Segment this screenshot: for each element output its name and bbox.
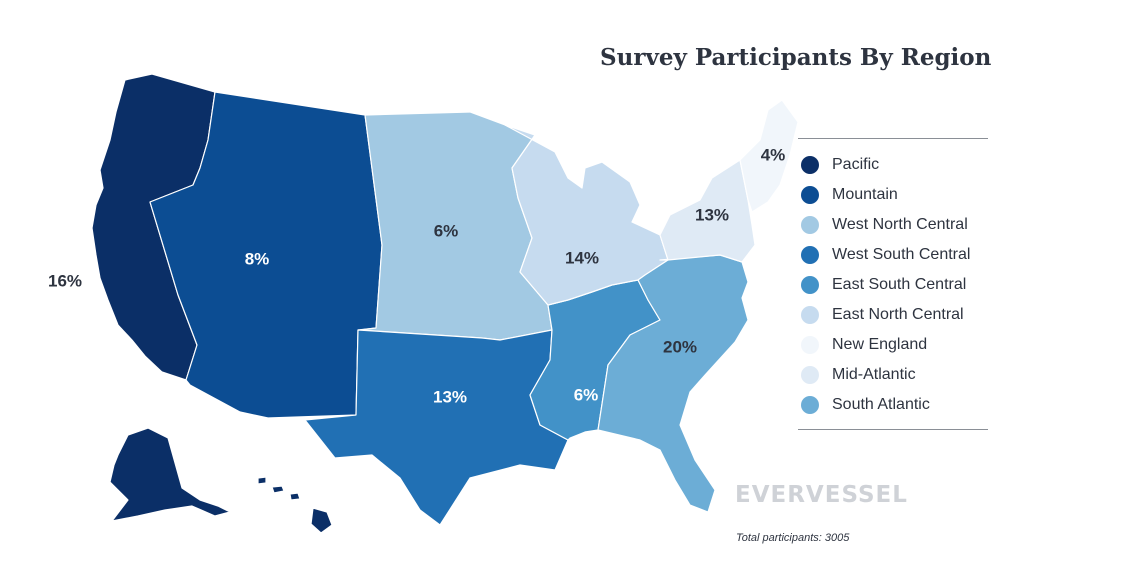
region-label-south-atlantic: 20%: [663, 337, 697, 356]
legend-label-west-north-central: West North Central: [832, 216, 968, 233]
legend: Pacific Mountain West North Central West…: [798, 150, 998, 420]
legend-item-west-north-central: West North Central: [798, 210, 998, 240]
legend-swatch-south-atlantic: [801, 396, 819, 414]
legend-item-east-south-central: East South Central: [798, 270, 998, 300]
legend-swatch-east-north-central: [801, 306, 819, 324]
legend-swatch-west-north-central: [801, 216, 819, 234]
total-participants-note: Total participants: 3005: [736, 532, 850, 544]
region-label-east-north-central: 14%: [565, 248, 599, 267]
region-label-east-south-central: 6%: [574, 385, 599, 404]
region-label-mid-atlantic: 13%: [695, 205, 729, 224]
legend-top-divider: [798, 138, 988, 139]
map-title: Survey Participants By Region: [600, 44, 992, 71]
region-label-west-north-central: 6%: [434, 221, 459, 240]
region-label-pacific: 16%: [48, 271, 82, 290]
legend-label-mountain: Mountain: [832, 186, 898, 203]
region-mid-atlantic: [659, 159, 756, 263]
legend-label-east-south-central: East South Central: [832, 276, 967, 293]
legend-label-west-south-central: West South Central: [832, 246, 971, 263]
region-alaska: [109, 427, 231, 522]
legend-swatch-mountain: [801, 186, 819, 204]
legend-label-new-england: New England: [832, 336, 928, 353]
legend-item-east-north-central: East North Central: [798, 300, 998, 330]
legend-item-mid-atlantic: Mid-Atlantic: [798, 360, 998, 390]
legend-item-west-south-central: West South Central: [798, 240, 998, 270]
legend-swatch-west-south-central: [801, 246, 819, 264]
region-label-new-england: 4%: [761, 145, 786, 164]
legend-swatch-east-south-central: [801, 276, 819, 294]
legend-swatch-pacific: [801, 156, 819, 174]
region-new-england: [739, 99, 799, 213]
legend-item-south-atlantic: South Atlantic: [798, 390, 998, 420]
legend-label-pacific: Pacific: [832, 156, 880, 173]
legend-label-south-atlantic: South Atlantic: [832, 396, 930, 413]
legend-item-pacific: Pacific: [798, 150, 998, 180]
legend-swatch-new-england: [801, 336, 819, 354]
evervessel-logo: EVERVESSEL: [735, 482, 985, 508]
legend-item-mountain: Mountain: [798, 180, 998, 210]
legend-label-east-north-central: East North Central: [832, 306, 964, 323]
logo-wordmark: EVERVESSEL: [735, 482, 908, 508]
legend-swatch-mid-atlantic: [801, 366, 819, 384]
legend-item-new-england: New England: [798, 330, 998, 360]
region-label-mountain: 8%: [245, 249, 270, 268]
region-label-west-south-central: 13%: [433, 387, 467, 406]
region-south-atlantic: [597, 254, 749, 513]
legend-bottom-divider: [798, 429, 988, 430]
legend-label-mid-atlantic: Mid-Atlantic: [832, 366, 916, 383]
region-hawaii: [257, 476, 333, 534]
